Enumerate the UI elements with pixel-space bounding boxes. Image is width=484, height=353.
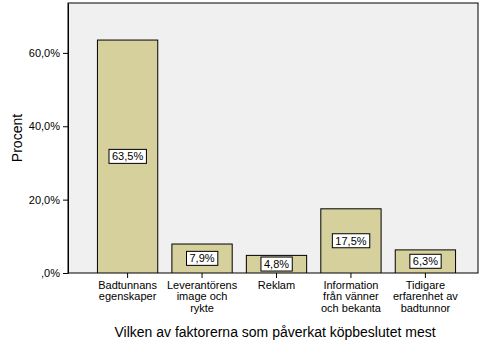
x-tick: Tidigareerfarenhet avbadtunnor xyxy=(393,273,458,314)
y-tick-mark xyxy=(63,53,68,54)
data-label-box xyxy=(109,149,146,163)
y-axis: ,0% 20,0% 40,0% 60,0% xyxy=(29,4,69,280)
y-tick: 20,0% xyxy=(29,194,68,206)
data-label-text: 4,8% xyxy=(264,258,289,270)
y-tick-label: 20,0% xyxy=(29,194,60,206)
data-label-box xyxy=(261,257,292,271)
x-tick-label-line: image och xyxy=(177,290,228,302)
y-tick-mark xyxy=(63,200,68,201)
bar xyxy=(172,244,232,273)
data-label-text: 7,9% xyxy=(190,252,215,264)
x-axis: Badtunnansegenskaper Leverantörensimage o… xyxy=(98,273,458,314)
x-tick-mark xyxy=(425,273,426,278)
y-tick: 40,0% xyxy=(29,120,68,132)
x-tick-label: Informationfrån vänneroch bekanta xyxy=(321,279,382,314)
data-label: 4,8% xyxy=(261,257,292,271)
x-tick-label-line: erfarenhet av xyxy=(393,290,458,302)
y-tick-mark xyxy=(63,273,68,274)
y-tick: ,0% xyxy=(41,267,68,279)
data-label: 63,5% xyxy=(109,149,146,163)
bars xyxy=(97,40,455,273)
data-label-box xyxy=(187,251,218,265)
x-tick-label-line: Reklam xyxy=(258,279,295,291)
x-tick-label-line: badtunnor xyxy=(401,302,451,314)
data-label: 7,9% xyxy=(187,251,218,265)
plot-area xyxy=(68,3,478,273)
y-tick-label: ,0% xyxy=(41,267,60,279)
x-tick: Leverantörensimage ochrykte xyxy=(167,273,238,314)
x-tick: Informationfrån vänneroch bekanta xyxy=(321,273,382,314)
bar xyxy=(395,250,455,273)
x-tick-label-line: från vänner xyxy=(323,290,379,302)
x-tick-mark xyxy=(276,273,277,278)
y-axis-line xyxy=(68,4,69,274)
bar xyxy=(246,255,306,273)
y-tick-label: 60,0% xyxy=(29,47,60,59)
x-tick-label: Leverantörensimage ochrykte xyxy=(167,279,238,314)
x-tick-label-line: Badtunnans xyxy=(98,279,157,291)
bar xyxy=(97,40,157,273)
data-label-text: 17,5% xyxy=(335,235,366,247)
x-tick-label-line: och bekanta xyxy=(321,302,382,314)
data-label-text: 63,5% xyxy=(112,150,143,162)
x-tick-mark xyxy=(202,273,203,278)
x-tick: Reklam xyxy=(258,273,295,291)
y-tick-label: 40,0% xyxy=(29,120,60,132)
y-tick-mark xyxy=(63,126,68,127)
x-axis-title: Vilken av faktorerna som påverkat köpbes… xyxy=(114,324,435,340)
x-tick-mark xyxy=(350,273,351,278)
data-labels: 63,5% 7,9% 4,8% 17,5% 6,3% xyxy=(109,149,441,271)
data-label: 6,3% xyxy=(410,254,441,268)
chart: ,0% 20,0% 40,0% 60,0% Badtunnansegenskaper Le… xyxy=(0,0,484,353)
x-tick-label-line: egenskaper xyxy=(99,290,157,302)
x-tick-label-line: Information xyxy=(323,279,378,291)
x-tick-label-line: Tidigare xyxy=(406,279,445,291)
data-label-box xyxy=(410,254,441,268)
x-tick-label-line: rykte xyxy=(190,302,214,314)
data-label: 17,5% xyxy=(332,234,369,248)
x-tick-mark xyxy=(127,273,128,278)
x-tick-label: Reklam xyxy=(258,279,295,291)
x-tick-label: Badtunnansegenskaper xyxy=(98,279,157,303)
y-axis-title: Procent xyxy=(9,114,25,162)
data-label-text: 6,3% xyxy=(413,255,438,267)
x-tick-label-line: Leverantörens xyxy=(167,279,238,291)
data-label-box xyxy=(332,234,369,248)
x-tick-label: Tidigareerfarenhet avbadtunnor xyxy=(393,279,458,314)
bar xyxy=(321,209,381,273)
y-tick: 60,0% xyxy=(29,47,68,59)
x-tick: Badtunnansegenskaper xyxy=(98,273,157,302)
